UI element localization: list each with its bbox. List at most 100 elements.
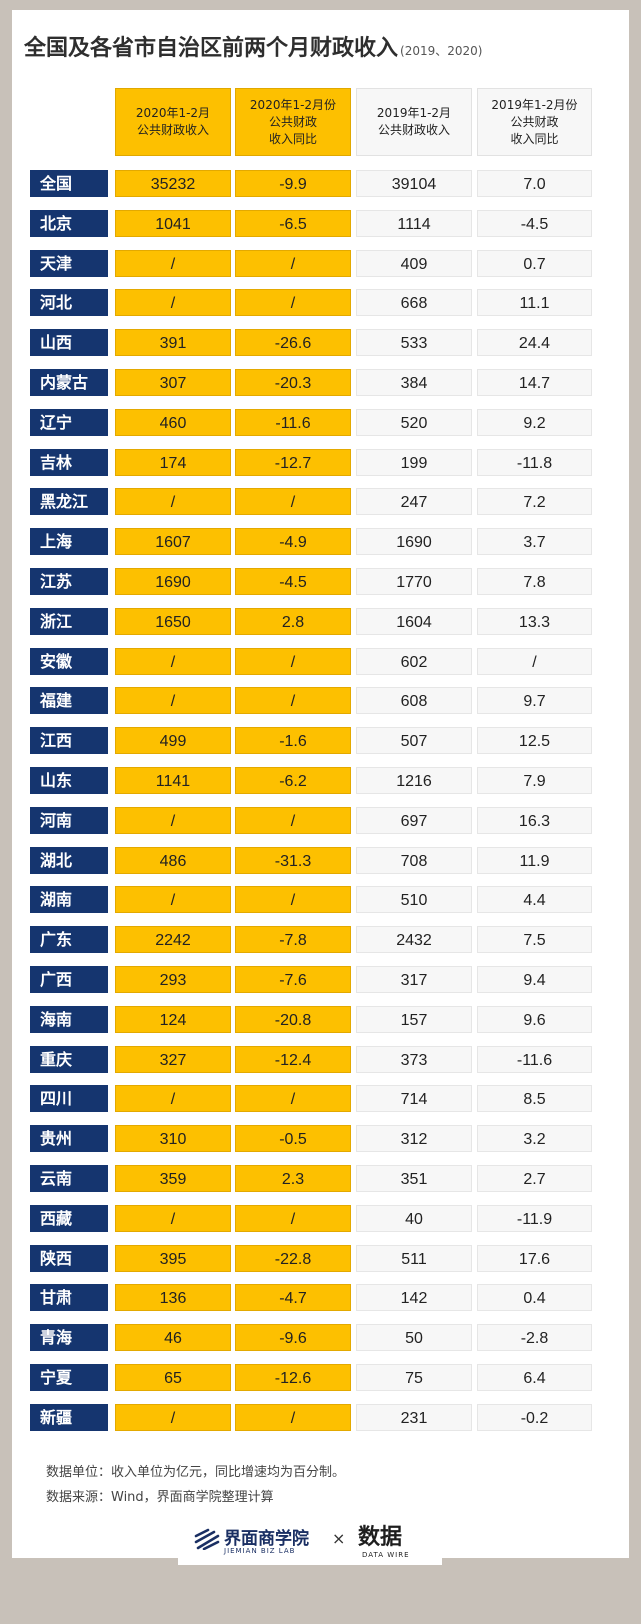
revenue-2019-cell: 708: [356, 847, 472, 874]
yoy-2020-cell: -7.6: [235, 966, 351, 993]
revenue-2019-cell: 668: [356, 289, 472, 316]
revenue-2020-cell: 124: [115, 1006, 231, 1033]
revenue-2019-cell: 714: [356, 1085, 472, 1112]
region-label: 上海: [30, 528, 108, 555]
region-label: 河南: [30, 807, 108, 834]
revenue-2020-cell: 1650: [115, 608, 231, 635]
yoy-2020-cell: -22.8: [235, 1245, 351, 1272]
yoy-2019-cell: -11.8: [477, 449, 592, 476]
yoy-2020-cell: -12.6: [235, 1364, 351, 1391]
revenue-2020-cell: 460: [115, 409, 231, 436]
revenue-2019-cell: 1216: [356, 767, 472, 794]
region-label: 广西: [30, 966, 108, 993]
revenue-2020-cell: 136: [115, 1284, 231, 1311]
region-label: 黑龙江: [30, 488, 108, 515]
yoy-2020-cell: -31.3: [235, 847, 351, 874]
region-label: 福建: [30, 687, 108, 714]
yoy-2019-cell: 16.3: [477, 807, 592, 834]
footer-brand-bar: 界面商学院 JIEMIAN BIZ LAB × 数据 DATA WIRE: [178, 1517, 442, 1565]
header-2019-yoy: 2019年1-2月份 公共财政 收入同比: [477, 88, 592, 156]
yoy-2019-cell: -11.9: [477, 1205, 592, 1232]
region-label: 浙江: [30, 608, 108, 635]
revenue-2020-cell: 293: [115, 966, 231, 993]
yoy-2019-cell: 0.7: [477, 250, 592, 277]
region-label: 山西: [30, 329, 108, 356]
brand-name-en: JIEMIAN BIZ LAB: [224, 1547, 296, 1555]
times-separator: ×: [332, 1529, 346, 1548]
revenue-2019-cell: 75: [356, 1364, 472, 1391]
data-wire-logo: 数据: [358, 1525, 403, 1550]
region-label: 甘肃: [30, 1284, 108, 1311]
region-label: 新疆: [30, 1404, 108, 1431]
yoy-2019-cell: /: [477, 648, 592, 675]
yoy-2019-cell: 9.4: [477, 966, 592, 993]
revenue-2020-cell: 1141: [115, 767, 231, 794]
region-label: 吉林: [30, 449, 108, 476]
yoy-2020-cell: /: [235, 488, 351, 515]
revenue-2020-cell: 2242: [115, 926, 231, 953]
revenue-2020-cell: 1607: [115, 528, 231, 555]
yoy-2020-cell: -6.2: [235, 767, 351, 794]
revenue-2019-cell: 142: [356, 1284, 472, 1311]
yoy-2019-cell: 7.9: [477, 767, 592, 794]
yoy-2020-cell: /: [235, 1404, 351, 1431]
yoy-2019-cell: 3.7: [477, 528, 592, 555]
brand-name: 界面商学院: [224, 1529, 309, 1549]
yoy-2019-cell: 12.5: [477, 727, 592, 754]
yoy-2019-cell: -4.5: [477, 210, 592, 237]
yoy-2020-cell: /: [235, 1085, 351, 1112]
region-label: 重庆: [30, 1046, 108, 1073]
yoy-2019-cell: -0.2: [477, 1404, 592, 1431]
yoy-2020-cell: -20.3: [235, 369, 351, 396]
yoy-2019-cell: 11.1: [477, 289, 592, 316]
region-label: 湖北: [30, 847, 108, 874]
revenue-2019-cell: 1770: [356, 568, 472, 595]
header-2020-revenue: 2020年1-2月 公共财政收入: [115, 88, 231, 156]
revenue-2019-cell: 50: [356, 1324, 472, 1351]
revenue-2020-cell: /: [115, 1085, 231, 1112]
yoy-2019-cell: 9.7: [477, 687, 592, 714]
yoy-2020-cell: -4.9: [235, 528, 351, 555]
revenue-2020-cell: 65: [115, 1364, 231, 1391]
chart-subtitle: (2019、2020): [400, 44, 483, 58]
region-label: 云南: [30, 1165, 108, 1192]
revenue-2020-cell: 1041: [115, 210, 231, 237]
yoy-2019-cell: 7.0: [477, 170, 592, 197]
chart-title: 全国及各省市自治区前两个月财政收入 (2019、2020): [24, 30, 624, 70]
revenue-2019-cell: 697: [356, 807, 472, 834]
yoy-2020-cell: -12.4: [235, 1046, 351, 1073]
region-label: 天津: [30, 250, 108, 277]
yoy-2020-cell: -4.5: [235, 568, 351, 595]
yoy-2019-cell: 11.9: [477, 847, 592, 874]
revenue-2020-cell: 327: [115, 1046, 231, 1073]
header-2020-yoy: 2020年1-2月份 公共财政 收入同比: [235, 88, 351, 156]
revenue-2020-cell: /: [115, 289, 231, 316]
revenue-2019-cell: 317: [356, 966, 472, 993]
revenue-2019-cell: 373: [356, 1046, 472, 1073]
yoy-2020-cell: /: [235, 289, 351, 316]
yoy-2020-cell: 2.3: [235, 1165, 351, 1192]
revenue-2020-cell: /: [115, 1205, 231, 1232]
region-label: 贵州: [30, 1125, 108, 1152]
revenue-2019-cell: 40: [356, 1205, 472, 1232]
region-label: 江西: [30, 727, 108, 754]
data-wire-logo-en: DATA WIRE: [362, 1551, 410, 1559]
yoy-2019-cell: 24.4: [477, 329, 592, 356]
revenue-2019-cell: 1114: [356, 210, 472, 237]
yoy-2020-cell: -4.7: [235, 1284, 351, 1311]
yoy-2019-cell: 3.2: [477, 1125, 592, 1152]
unit-note: 数据单位：收入单位为亿元，同比增速均为百分制。: [46, 1465, 346, 1480]
region-label: 江苏: [30, 568, 108, 595]
revenue-2019-cell: 2432: [356, 926, 472, 953]
header-2019-revenue: 2019年1-2月 公共财政收入: [356, 88, 472, 156]
source-note: 数据来源：Wind，界面商学院整理计算: [46, 1490, 274, 1505]
revenue-2020-cell: 395: [115, 1245, 231, 1272]
revenue-2020-cell: 174: [115, 449, 231, 476]
yoy-2019-cell: 9.2: [477, 409, 592, 436]
revenue-2020-cell: 310: [115, 1125, 231, 1152]
revenue-2019-cell: 384: [356, 369, 472, 396]
yoy-2019-cell: 6.4: [477, 1364, 592, 1391]
yoy-2019-cell: 14.7: [477, 369, 592, 396]
yoy-2019-cell: 0.4: [477, 1284, 592, 1311]
revenue-2020-cell: 391: [115, 329, 231, 356]
